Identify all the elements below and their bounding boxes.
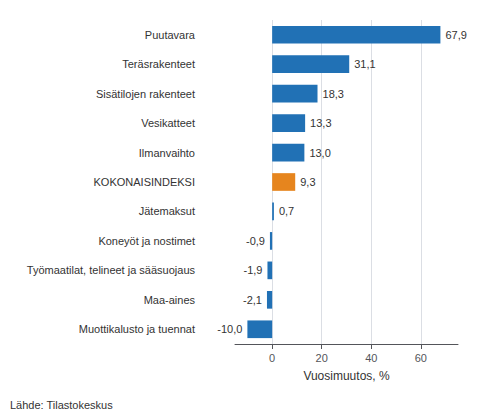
svg-text:Vesikatteet: Vesikatteet [141,117,195,129]
svg-text:Muottikalusto ja tuennat: Muottikalusto ja tuennat [79,323,195,335]
svg-text:18,3: 18,3 [323,88,344,100]
svg-text:40: 40 [365,352,377,364]
svg-text:31,1: 31,1 [354,58,375,70]
svg-text:Työmaatilat, telineet ja sääsu: Työmaatilat, telineet ja sääsuojaus [27,264,196,276]
svg-text:13,0: 13,0 [309,147,330,159]
svg-text:Lähde: Tilastokeskus: Lähde: Tilastokeskus [10,399,113,411]
svg-text:-0,9: -0,9 [246,235,265,247]
svg-text:20: 20 [316,352,328,364]
svg-text:KOKONAISINDEKSI: KOKONAISINDEKSI [94,176,195,188]
svg-text:-2,1: -2,1 [243,294,262,306]
svg-text:9,3: 9,3 [300,176,315,188]
svg-text:Maa-aines: Maa-aines [144,294,196,306]
svg-text:Puutavara: Puutavara [145,29,196,41]
svg-text:Ilmanvaihto: Ilmanvaihto [139,147,195,159]
svg-text:13,3: 13,3 [310,117,331,129]
svg-text:60: 60 [415,352,427,364]
svg-text:0,7: 0,7 [279,205,294,217]
svg-text:Vuosimuutos, %: Vuosimuutos, % [303,369,390,383]
svg-text:0: 0 [269,352,275,364]
svg-text:67,9: 67,9 [445,29,466,41]
svg-text:-10,0: -10,0 [217,323,242,335]
svg-text:Koneyöt ja nostimet: Koneyöt ja nostimet [98,235,195,247]
svg-text:Jätemaksut: Jätemaksut [139,205,195,217]
svg-text:-1,9: -1,9 [243,264,262,276]
svg-text:Sisätilojen rakenteet: Sisätilojen rakenteet [96,88,195,100]
svg-text:Teräsrakenteet: Teräsrakenteet [122,58,195,70]
